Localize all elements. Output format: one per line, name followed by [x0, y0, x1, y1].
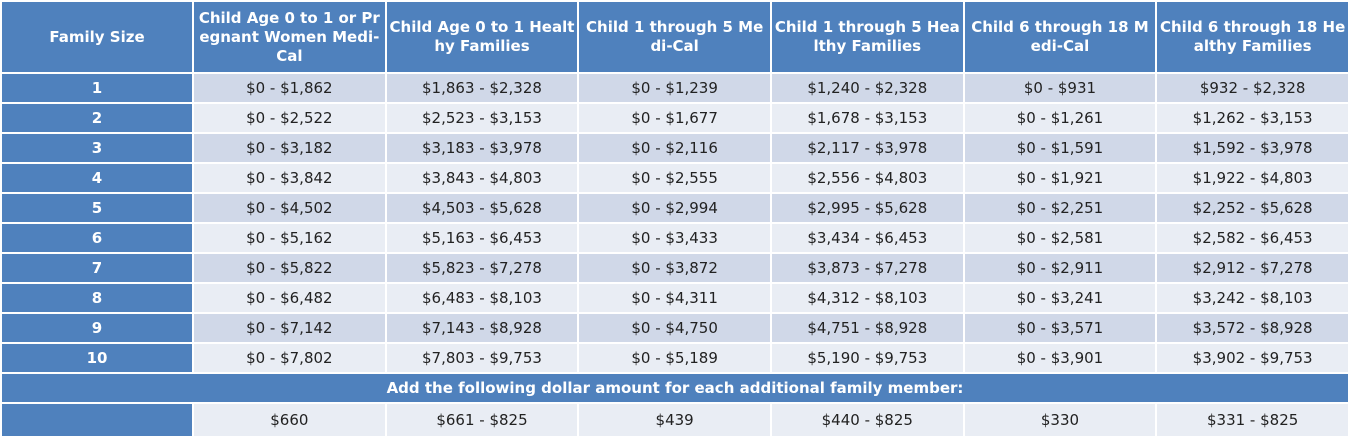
table-cell: $0 - $1,921 [964, 164, 1156, 192]
table-cell: $0 - $3,433 [579, 224, 770, 252]
table-cell: $2,252 - $5,628 [1157, 194, 1348, 222]
table-row: 7 $0 - $5,822 $5,823 - $7,278 $0 - $3,872 $3… [2, 254, 1348, 282]
family-size-cell: 1 [2, 74, 192, 102]
header-row: Family Size Child Age 0 to 1 or Pregnant… [2, 2, 1348, 72]
table-row: 6 $0 - $5,162 $5,163 - $6,453 $0 - $3,433 $3… [2, 224, 1348, 252]
table-cell: $0 - $1,239 [579, 74, 770, 102]
header-family-size: Family Size [2, 2, 192, 72]
table-cell: $5,823 - $7,278 [386, 254, 578, 282]
table-row: 2 $0 - $2,522 $2,523 - $3,153 $0 - $1,677 $1… [2, 104, 1348, 132]
header-age6-18-healthy-families: Child 6 through 18 Healthy Families [1157, 2, 1348, 72]
family-size-cell: 8 [2, 284, 192, 312]
table-cell: $2,582 - $6,453 [1157, 224, 1348, 252]
table-cell: $0 - $1,862 [194, 74, 385, 102]
table-cell: $0 - $3,241 [964, 284, 1156, 312]
table-cell: $0 - $4,502 [194, 194, 385, 222]
table-cell: $0 - $1,677 [579, 104, 770, 132]
table-row: 8 $0 - $6,482 $6,483 - $8,103 $0 - $4,311 $4… [2, 284, 1348, 312]
family-size-cell: 6 [2, 224, 192, 252]
family-size-cell: 4 [2, 164, 192, 192]
table-cell: $0 - $2,994 [579, 194, 770, 222]
table-cell: $0 - $2,116 [579, 134, 770, 162]
table-cell: $0 - $3,872 [579, 254, 770, 282]
table-cell: $1,262 - $3,153 [1157, 104, 1348, 132]
table-row: 5 $0 - $4,502 $4,503 - $5,628 $0 - $2,994 $2… [2, 194, 1348, 222]
additional-member-label: Add the following dollar amount for each… [2, 374, 1348, 402]
table-cell: $1,240 - $2,328 [771, 74, 963, 102]
table-row: 4 $0 - $3,842 $3,843 - $4,803 $0 - $2,555 $2… [2, 164, 1348, 192]
table-cell: $6,483 - $8,103 [386, 284, 578, 312]
table-row: 3 $0 - $3,182 $3,183 - $3,978 $0 - $2,116 $2… [2, 134, 1348, 162]
table-cell: $0 - $2,555 [579, 164, 770, 192]
table-cell: $2,912 - $7,278 [1157, 254, 1348, 282]
table-cell: $2,117 - $3,978 [771, 134, 963, 162]
table-row: 10 $0 - $7,802 $7,803 - $9,753 $0 - $5,189 $… [2, 344, 1348, 372]
table-row: 9 $0 - $7,142 $7,143 - $8,928 $0 - $4,750 $4… [2, 314, 1348, 342]
table-cell: $0 - $3,182 [194, 134, 385, 162]
table-cell: $3,242 - $8,103 [1157, 284, 1348, 312]
table-cell: $0 - $931 [964, 74, 1156, 102]
family-size-cell: 5 [2, 194, 192, 222]
table-cell: $1,592 - $3,978 [1157, 134, 1348, 162]
table-cell: $0 - $3,571 [964, 314, 1156, 342]
additional-member-header-row: Add the following dollar amount for each… [2, 374, 1348, 402]
table-cell: $0 - $2,522 [194, 104, 385, 132]
additional-member-row: $660 $661 - $825 $439 $440 - $825 $330 $… [2, 404, 1348, 436]
table-cell: $661 - $825 [386, 404, 578, 436]
table-cell: $0 - $5,189 [579, 344, 770, 372]
table-cell: $440 - $825 [771, 404, 963, 436]
table-cell: $0 - $2,251 [964, 194, 1156, 222]
table-cell: $0 - $2,911 [964, 254, 1156, 282]
table-cell: $2,995 - $5,628 [771, 194, 963, 222]
table-cell: $7,803 - $9,753 [386, 344, 578, 372]
table-cell: $0 - $2,581 [964, 224, 1156, 252]
table-cell: $0 - $5,822 [194, 254, 385, 282]
family-size-cell: 2 [2, 104, 192, 132]
table-cell: $0 - $7,802 [194, 344, 385, 372]
table-cell: $0 - $3,901 [964, 344, 1156, 372]
table-cell: $0 - $3,842 [194, 164, 385, 192]
table-cell: $0 - $5,162 [194, 224, 385, 252]
table-cell: $3,434 - $6,453 [771, 224, 963, 252]
table-cell: $932 - $2,328 [1157, 74, 1348, 102]
table-cell: $5,163 - $6,453 [386, 224, 578, 252]
table-row: 1 $0 - $1,862 $1,863 - $2,328 $0 - $1,239 $1… [2, 74, 1348, 102]
table-cell: $330 [964, 404, 1156, 436]
family-size-cell: 3 [2, 134, 192, 162]
table-cell: $0 - $4,311 [579, 284, 770, 312]
table-cell: $1,863 - $2,328 [386, 74, 578, 102]
header-age0-1-healthy-families: Child Age 0 to 1 Healthy Families [386, 2, 578, 72]
additional-member-size-cell [2, 404, 192, 436]
table-cell: $439 [579, 404, 770, 436]
table-cell: $0 - $4,750 [579, 314, 770, 342]
table-cell: $3,873 - $7,278 [771, 254, 963, 282]
table-cell: $4,503 - $5,628 [386, 194, 578, 222]
table-cell: $3,902 - $9,753 [1157, 344, 1348, 372]
family-size-cell: 10 [2, 344, 192, 372]
table-cell: $660 [194, 404, 385, 436]
header-age1-5-medi-cal: Child 1 through 5 Medi-Cal [579, 2, 770, 72]
table-cell: $1,678 - $3,153 [771, 104, 963, 132]
table-cell: $3,572 - $8,928 [1157, 314, 1348, 342]
table-cell: $2,556 - $4,803 [771, 164, 963, 192]
table-cell: $7,143 - $8,928 [386, 314, 578, 342]
table-cell: $1,922 - $4,803 [1157, 164, 1348, 192]
table-cell: $0 - $1,591 [964, 134, 1156, 162]
header-age0-1-medi-cal: Child Age 0 to 1 or Pregnant Women Medi-… [194, 2, 385, 72]
table-cell: $0 - $7,142 [194, 314, 385, 342]
family-size-cell: 7 [2, 254, 192, 282]
table-cell: $0 - $1,261 [964, 104, 1156, 132]
table-cell: $331 - $825 [1157, 404, 1348, 436]
table-cell: $4,751 - $8,928 [771, 314, 963, 342]
table-cell: $2,523 - $3,153 [386, 104, 578, 132]
table-cell: $3,183 - $3,978 [386, 134, 578, 162]
table-cell: $3,843 - $4,803 [386, 164, 578, 192]
table-cell: $0 - $6,482 [194, 284, 385, 312]
header-age6-18-medi-cal: Child 6 through 18 Medi-Cal [964, 2, 1156, 72]
family-size-cell: 9 [2, 314, 192, 342]
header-age1-5-healthy-families: Child 1 through 5 Healthy Families [771, 2, 963, 72]
table-cell: $5,190 - $9,753 [771, 344, 963, 372]
table-cell: $4,312 - $8,103 [771, 284, 963, 312]
